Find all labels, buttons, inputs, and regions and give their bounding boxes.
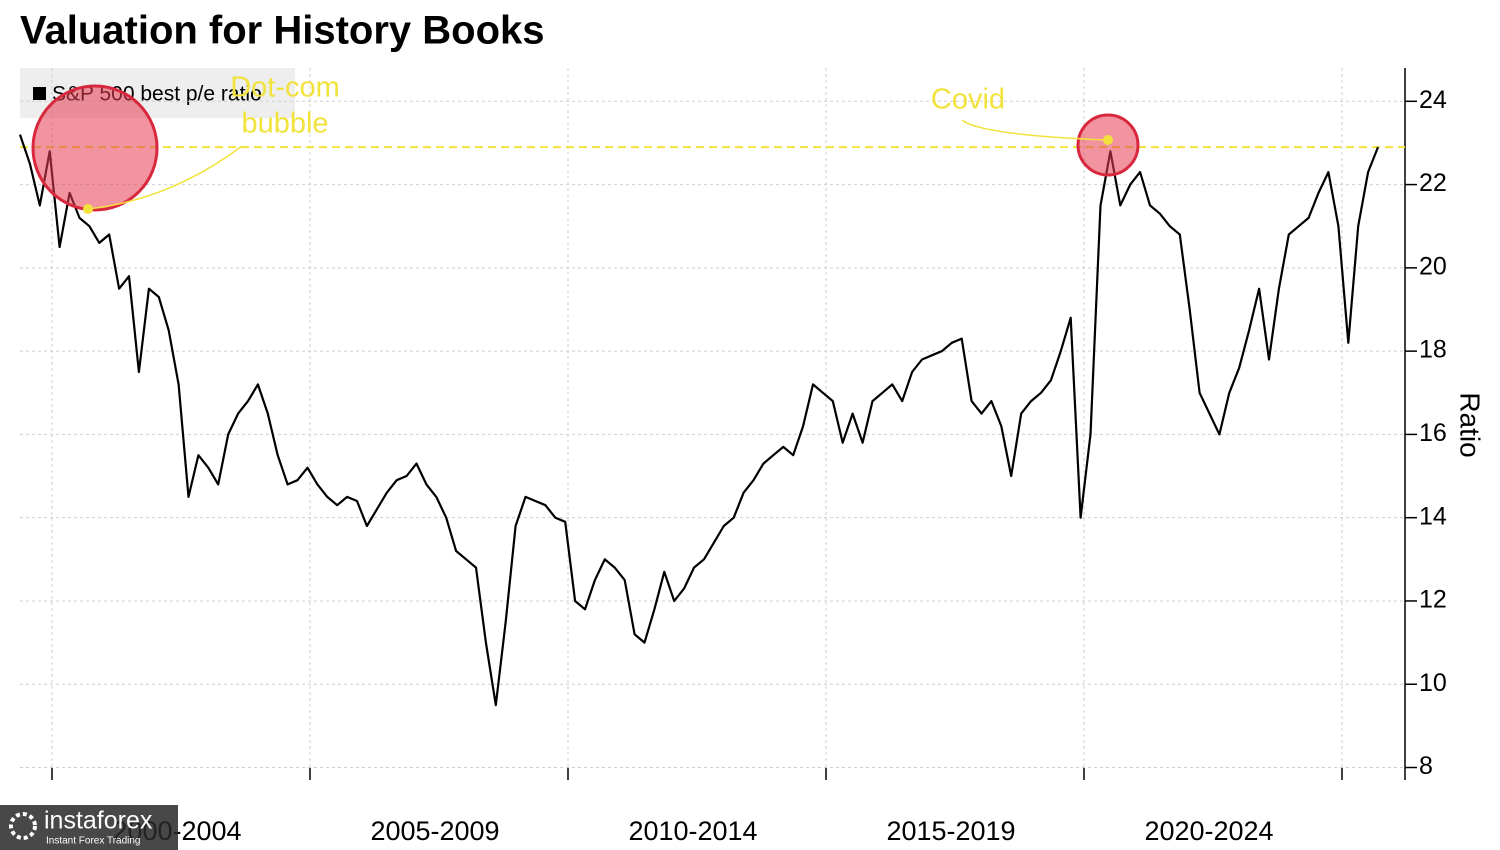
y-tick-label: 18 — [1419, 336, 1447, 364]
y-tick-label: 16 — [1419, 419, 1447, 447]
y-tick-label: 14 — [1419, 502, 1447, 530]
y-tick-label: 24 — [1419, 86, 1447, 114]
chart-title: Valuation for History Books — [20, 9, 545, 53]
y-tick-label: 8 — [1419, 752, 1433, 780]
y-tick-label: 20 — [1419, 252, 1447, 280]
annotation-dot — [83, 204, 93, 214]
annotation: Dot-com — [230, 72, 340, 104]
x-tick-label: 2010-2014 — [628, 816, 757, 846]
x-tick-label: 2005-2009 — [370, 816, 499, 846]
watermark-box — [0, 805, 178, 850]
y-tick-label: 22 — [1419, 169, 1447, 197]
annotation: bubble — [241, 108, 328, 140]
annotation-connector — [961, 119, 1109, 141]
annotation-dot — [1103, 135, 1113, 145]
series-line — [18, 134, 1380, 707]
highlight-circle — [31, 84, 159, 212]
annotation-connector — [87, 145, 243, 210]
legend-swatch — [33, 87, 46, 100]
x-tick-label: 2020-2024 — [1144, 816, 1273, 846]
y-tick-label: 12 — [1419, 586, 1447, 614]
watermark-name: instaforex — [44, 807, 153, 835]
annotation: Covid — [931, 84, 1005, 116]
watermark-tagline: Instant Forex Trading — [46, 836, 141, 847]
watermark-icon — [9, 812, 37, 840]
y-tick-label: 10 — [1419, 669, 1447, 697]
y-axis-label: Ratio — [1455, 392, 1486, 457]
x-tick-label: 2015-2019 — [886, 816, 1015, 846]
